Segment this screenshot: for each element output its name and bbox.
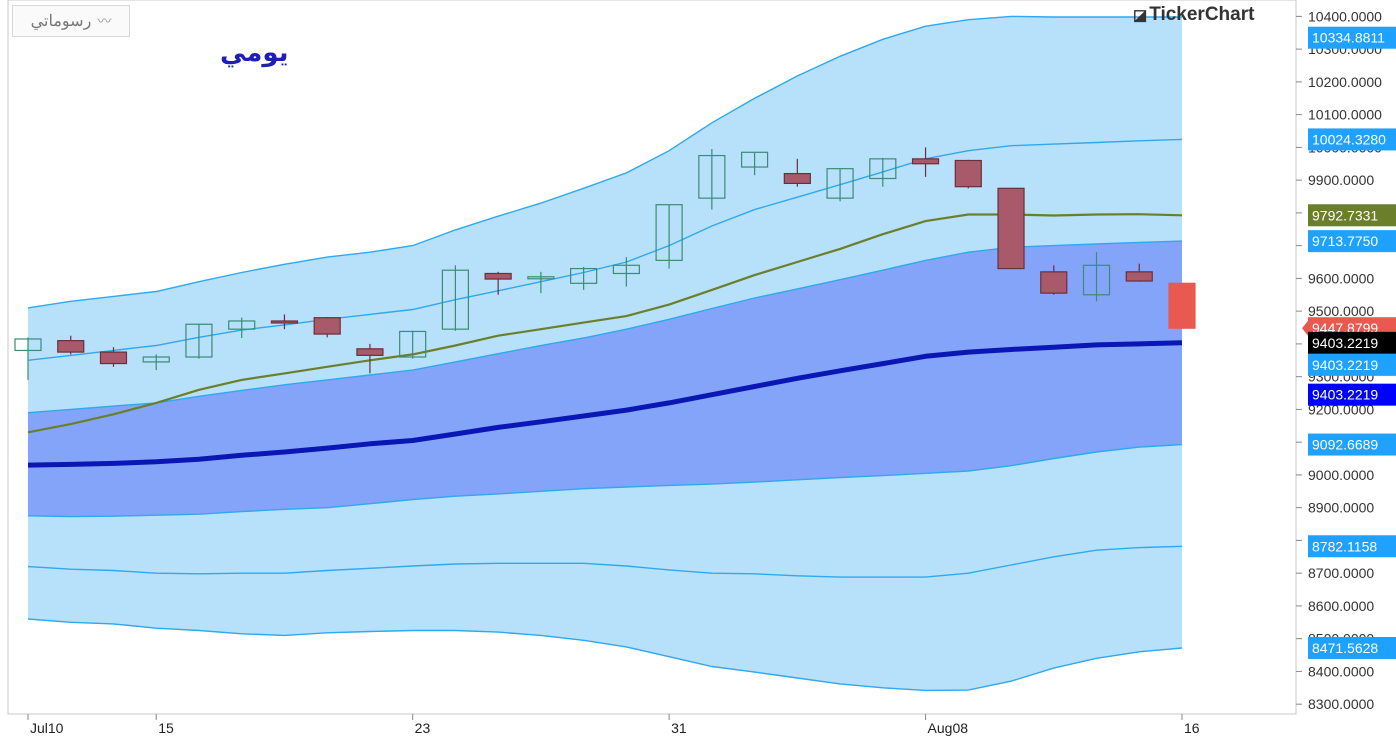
price-label: 8782.1158 — [1308, 535, 1396, 558]
price-label-text: 9092.6689 — [1312, 437, 1378, 453]
y-axis-tick-label: 10100.0000 — [1308, 107, 1382, 123]
price-label-box — [1308, 331, 1396, 354]
lower-outer-band-line — [27, 618, 1183, 692]
price-label-text: 10024.3280 — [1312, 131, 1386, 147]
candle-body[interactable] — [570, 267, 598, 284]
x-axis-tick-label: Aug08 — [928, 720, 969, 736]
price-label-text: 9403.2219 — [1312, 357, 1378, 373]
candle-body[interactable] — [185, 323, 213, 358]
price-label-text: 8782.1158 — [1312, 538, 1377, 554]
y-axis-tick-label: 8900.0000 — [1308, 500, 1374, 516]
price-label-box — [1308, 230, 1396, 253]
drawings-button[interactable]: رسوماتي 〰 — [12, 5, 130, 37]
candle-body[interactable] — [1082, 264, 1111, 296]
price-label-text: 9713.7750 — [1312, 233, 1378, 249]
candle-body[interactable] — [698, 154, 726, 199]
candle-body[interactable] — [441, 269, 470, 330]
candle-body[interactable] — [142, 356, 170, 363]
price-label-text: 9792.7331 — [1312, 207, 1378, 223]
price-label-box — [1308, 636, 1396, 659]
y-axis-tick-label: 10400.0000 — [1308, 8, 1382, 24]
price-label: 10024.3280 — [1308, 128, 1396, 151]
y-axis-tick-label: 8400.0000 — [1308, 663, 1374, 679]
candle-body[interactable] — [356, 348, 384, 356]
candle-body[interactable] — [313, 317, 341, 335]
y-axis-tick-label: 9900.0000 — [1308, 172, 1374, 188]
candle-body[interactable] — [1040, 271, 1068, 294]
y-axis-tick-label: 9500.0000 — [1308, 303, 1374, 319]
price-label-text: 8471.5628 — [1312, 640, 1378, 656]
price-label: 9713.7750 — [1308, 230, 1396, 253]
price-label-text: 9403.2219 — [1312, 335, 1378, 351]
moving-average-line-0 — [27, 213, 1183, 434]
candle-body[interactable] — [270, 320, 299, 324]
x-axis-tick-label: Jul10 — [30, 720, 64, 736]
price-label-box — [1308, 383, 1396, 406]
center-moving-average-line — [27, 340, 1183, 468]
candle-body[interactable] — [1125, 271, 1153, 282]
price-label-box — [1308, 353, 1396, 376]
candle-body[interactable] — [612, 264, 640, 275]
x-axis-tick-label: 23 — [415, 720, 431, 736]
drawings-label: رسوماتي — [30, 13, 92, 30]
candle-body[interactable] — [99, 351, 128, 365]
candle-body[interactable] — [997, 187, 1025, 270]
candle-body[interactable] — [14, 338, 42, 352]
price-label-box — [1308, 535, 1396, 558]
price-label: 8471.5628 — [1308, 636, 1396, 659]
brand-name: TickerChart — [1149, 4, 1255, 25]
x-axis-tick-label: 16 — [1184, 720, 1200, 736]
y-axis-tick-label: 9000.0000 — [1308, 467, 1374, 483]
chart-square-icon: ◪ — [1133, 7, 1148, 24]
upper-mid-band-line — [27, 240, 1183, 414]
y-axis-tick-label: 8300.0000 — [1308, 696, 1374, 712]
candle-body[interactable] — [527, 276, 555, 280]
candle-body[interactable] — [783, 172, 811, 185]
upper-inner-band-line — [27, 138, 1183, 361]
line-chart-icon: 〰 — [97, 13, 112, 29]
price-label-text: 9403.2219 — [1312, 387, 1378, 403]
price-label-box — [1308, 128, 1396, 151]
price-label: 9403.2219 — [1308, 383, 1396, 406]
y-axis-tick-label: 8600.0000 — [1308, 598, 1374, 614]
price-label-box — [1308, 26, 1396, 49]
brand-logo: ◪ TickerChart — [1133, 4, 1254, 26]
candle-body[interactable] — [228, 320, 256, 330]
price-label: 9403.2219 — [1308, 353, 1396, 376]
price-label: 9092.6689 — [1308, 433, 1396, 456]
candle-body[interactable] — [399, 330, 427, 358]
price-label-text: 10334.8811 — [1312, 30, 1385, 46]
x-axis-tick-label: 31 — [671, 720, 687, 736]
price-label: 10334.8811 — [1308, 26, 1396, 49]
candle-body[interactable] — [1168, 282, 1196, 329]
lower-inner-band-line — [27, 443, 1183, 518]
candle-body[interactable] — [484, 272, 512, 280]
price-label: 9792.7331 — [1308, 204, 1396, 227]
y-axis-tick-label: 10200.0000 — [1308, 74, 1382, 90]
period-label: يومي — [220, 38, 289, 68]
candle-body[interactable] — [869, 158, 897, 180]
price-label-box — [1308, 433, 1396, 456]
y-axis-tick-label: 8700.0000 — [1308, 565, 1374, 581]
upper-outer-band-line — [27, 15, 1182, 309]
candle-body[interactable] — [826, 168, 854, 199]
candle-body[interactable] — [57, 340, 85, 353]
y-axis-tick-label: 9600.0000 — [1308, 270, 1374, 286]
candle-body[interactable] — [954, 159, 982, 188]
price-label-box — [1308, 204, 1396, 227]
price-label: 9403.2219 — [1308, 331, 1396, 354]
lower-mid-band-line — [27, 545, 1183, 578]
candle-body[interactable] — [740, 151, 769, 168]
x-axis-tick-label: 15 — [158, 720, 174, 736]
candle-body[interactable] — [655, 204, 683, 261]
candle-body[interactable] — [911, 158, 940, 165]
